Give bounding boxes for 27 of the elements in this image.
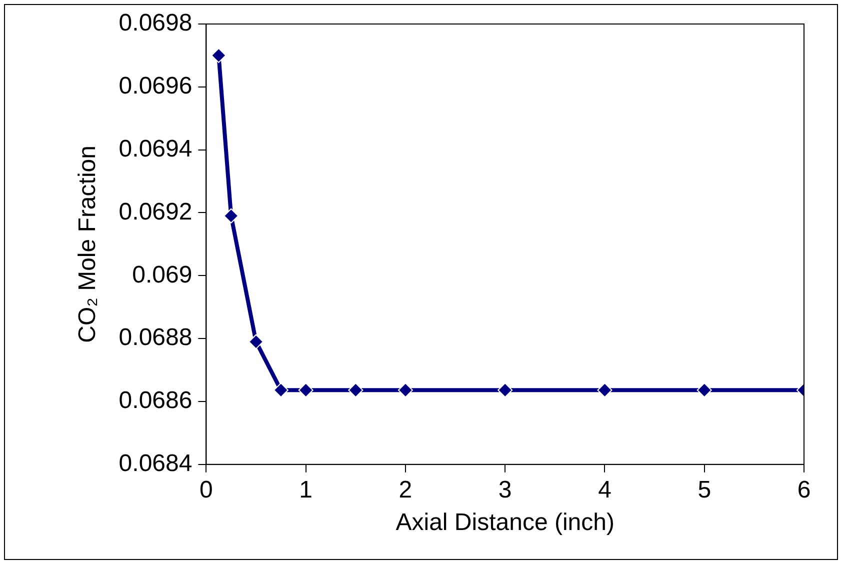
point [224,208,239,224]
y-tick-label: 0.0686 [118,387,192,414]
point [398,382,413,398]
x-axis-title: Axial Distance (inch) [396,509,614,536]
x-tick-label: 2 [398,476,412,504]
point [211,48,226,63]
point [696,382,712,398]
y-tick-label: 0.0694 [118,135,192,162]
y-axis-title: CO₂ Mole Fraction [74,146,102,343]
point [248,334,264,350]
point [273,382,288,398]
point [298,382,314,398]
x-tick-label: 1 [299,476,313,504]
point [348,382,364,398]
x-tick-label: 0 [200,476,213,504]
y-tick-label: 0.0688 [118,324,192,352]
x-tick-label: 3 [498,476,512,504]
x-tick-label: 5 [698,476,712,504]
y-tick-label: 0.069 [132,261,192,288]
x-tick-label: 4 [598,476,612,504]
point [498,382,513,398]
y-tick-label: 0.0692 [118,198,192,226]
y-tick-label: 0.0684 [118,450,192,478]
y-tick-label: 0.0698 [118,10,192,37]
y-tick-label: 0.0696 [118,72,192,100]
point [597,382,612,398]
x-tick-label: 6 [797,476,811,504]
